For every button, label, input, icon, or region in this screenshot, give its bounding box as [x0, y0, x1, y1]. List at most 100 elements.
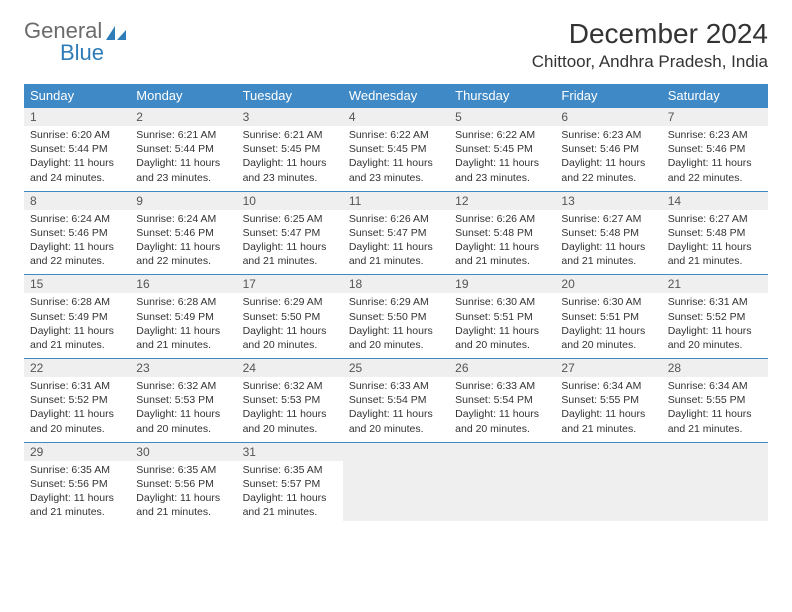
week-row: 29Sunrise: 6:35 AMSunset: 5:56 PMDayligh…: [24, 443, 768, 526]
day-cell: 9Sunrise: 6:24 AMSunset: 5:46 PMDaylight…: [130, 192, 236, 275]
sunset-line: Sunset: 5:50 PM: [349, 310, 443, 324]
day-number: 16: [130, 275, 236, 293]
week-row: 1Sunrise: 6:20 AMSunset: 5:44 PMDaylight…: [24, 108, 768, 192]
day-details: Sunrise: 6:26 AMSunset: 5:47 PMDaylight:…: [343, 210, 449, 275]
day-cell: [555, 443, 661, 526]
day-details: Sunrise: 6:34 AMSunset: 5:55 PMDaylight:…: [555, 377, 661, 442]
sunset-line: Sunset: 5:47 PM: [349, 226, 443, 240]
day-details: Sunrise: 6:28 AMSunset: 5:49 PMDaylight:…: [130, 293, 236, 358]
calendar-grid: SundayMondayTuesdayWednesdayThursdayFrid…: [24, 84, 768, 525]
sunrise-line: Sunrise: 6:31 AM: [30, 379, 124, 393]
day-details: Sunrise: 6:30 AMSunset: 5:51 PMDaylight:…: [449, 293, 555, 358]
day-number: 25: [343, 359, 449, 377]
title-block: December 2024 Chittoor, Andhra Pradesh, …: [532, 18, 768, 72]
day-number: 12: [449, 192, 555, 210]
sunrise-line: Sunrise: 6:28 AM: [30, 295, 124, 309]
sunset-line: Sunset: 5:48 PM: [668, 226, 762, 240]
daylight-line: Daylight: 11 hours and 21 minutes.: [561, 240, 655, 268]
daylight-line: Daylight: 11 hours and 20 minutes.: [349, 407, 443, 435]
day-cell: 17Sunrise: 6:29 AMSunset: 5:50 PMDayligh…: [237, 275, 343, 358]
day-details: Sunrise: 6:35 AMSunset: 5:56 PMDaylight:…: [130, 461, 236, 526]
sunset-line: Sunset: 5:46 PM: [136, 226, 230, 240]
day-cell: 22Sunrise: 6:31 AMSunset: 5:52 PMDayligh…: [24, 359, 130, 442]
calendar-page: GeneralBlue December 2024 Chittoor, Andh…: [0, 0, 792, 525]
day-number: 24: [237, 359, 343, 377]
day-cell: 28Sunrise: 6:34 AMSunset: 5:55 PMDayligh…: [662, 359, 768, 442]
logo: GeneralBlue: [24, 18, 128, 66]
daylight-line: Daylight: 11 hours and 20 minutes.: [243, 407, 337, 435]
daylight-line: Daylight: 11 hours and 20 minutes.: [455, 324, 549, 352]
day-details: Sunrise: 6:23 AMSunset: 5:46 PMDaylight:…: [662, 126, 768, 191]
sunrise-line: Sunrise: 6:23 AM: [561, 128, 655, 142]
day-cell: 27Sunrise: 6:34 AMSunset: 5:55 PMDayligh…: [555, 359, 661, 442]
daylight-line: Daylight: 11 hours and 23 minutes.: [243, 156, 337, 184]
daylight-line: Daylight: 11 hours and 21 minutes.: [136, 324, 230, 352]
day-details: Sunrise: 6:26 AMSunset: 5:48 PMDaylight:…: [449, 210, 555, 275]
day-details: Sunrise: 6:29 AMSunset: 5:50 PMDaylight:…: [237, 293, 343, 358]
sunset-line: Sunset: 5:51 PM: [561, 310, 655, 324]
day-number: 19: [449, 275, 555, 293]
day-number: 20: [555, 275, 661, 293]
day-cell: 15Sunrise: 6:28 AMSunset: 5:49 PMDayligh…: [24, 275, 130, 358]
daylight-line: Daylight: 11 hours and 22 minutes.: [30, 240, 124, 268]
sunset-line: Sunset: 5:48 PM: [561, 226, 655, 240]
sunset-line: Sunset: 5:56 PM: [136, 477, 230, 491]
sunset-line: Sunset: 5:52 PM: [668, 310, 762, 324]
location-subtitle: Chittoor, Andhra Pradesh, India: [532, 52, 768, 72]
daylight-line: Daylight: 11 hours and 21 minutes.: [668, 240, 762, 268]
sunset-line: Sunset: 5:54 PM: [455, 393, 549, 407]
day-number: 7: [662, 108, 768, 126]
day-number: 17: [237, 275, 343, 293]
day-details: Sunrise: 6:31 AMSunset: 5:52 PMDaylight:…: [24, 377, 130, 442]
weeks-container: 1Sunrise: 6:20 AMSunset: 5:44 PMDaylight…: [24, 108, 768, 525]
weekday-header: Monday: [130, 84, 236, 108]
day-cell: 13Sunrise: 6:27 AMSunset: 5:48 PMDayligh…: [555, 192, 661, 275]
day-cell: 29Sunrise: 6:35 AMSunset: 5:56 PMDayligh…: [24, 443, 130, 526]
sunset-line: Sunset: 5:57 PM: [243, 477, 337, 491]
sunrise-line: Sunrise: 6:22 AM: [349, 128, 443, 142]
day-details: Sunrise: 6:27 AMSunset: 5:48 PMDaylight:…: [662, 210, 768, 275]
day-number: 21: [662, 275, 768, 293]
day-cell: 6Sunrise: 6:23 AMSunset: 5:46 PMDaylight…: [555, 108, 661, 191]
sunset-line: Sunset: 5:54 PM: [349, 393, 443, 407]
sunset-line: Sunset: 5:53 PM: [243, 393, 337, 407]
sunrise-line: Sunrise: 6:32 AM: [243, 379, 337, 393]
sunset-line: Sunset: 5:56 PM: [30, 477, 124, 491]
daylight-line: Daylight: 11 hours and 22 minutes.: [668, 156, 762, 184]
day-cell: 21Sunrise: 6:31 AMSunset: 5:52 PMDayligh…: [662, 275, 768, 358]
sunset-line: Sunset: 5:50 PM: [243, 310, 337, 324]
daylight-line: Daylight: 11 hours and 23 minutes.: [349, 156, 443, 184]
day-details: Sunrise: 6:33 AMSunset: 5:54 PMDaylight:…: [343, 377, 449, 442]
sunset-line: Sunset: 5:46 PM: [561, 142, 655, 156]
day-number: 26: [449, 359, 555, 377]
day-cell: 3Sunrise: 6:21 AMSunset: 5:45 PMDaylight…: [237, 108, 343, 191]
sunrise-line: Sunrise: 6:29 AM: [349, 295, 443, 309]
sunrise-line: Sunrise: 6:27 AM: [561, 212, 655, 226]
day-cell: 18Sunrise: 6:29 AMSunset: 5:50 PMDayligh…: [343, 275, 449, 358]
day-details: Sunrise: 6:35 AMSunset: 5:56 PMDaylight:…: [24, 461, 130, 526]
daylight-line: Daylight: 11 hours and 20 minutes.: [455, 407, 549, 435]
sunrise-line: Sunrise: 6:22 AM: [455, 128, 549, 142]
day-cell: [449, 443, 555, 526]
weekday-header: Friday: [555, 84, 661, 108]
sunset-line: Sunset: 5:51 PM: [455, 310, 549, 324]
week-row: 15Sunrise: 6:28 AMSunset: 5:49 PMDayligh…: [24, 275, 768, 359]
day-details: Sunrise: 6:22 AMSunset: 5:45 PMDaylight:…: [449, 126, 555, 191]
sunset-line: Sunset: 5:53 PM: [136, 393, 230, 407]
sunset-line: Sunset: 5:55 PM: [561, 393, 655, 407]
day-details: Sunrise: 6:30 AMSunset: 5:51 PMDaylight:…: [555, 293, 661, 358]
sunrise-line: Sunrise: 6:30 AM: [455, 295, 549, 309]
sunrise-line: Sunrise: 6:26 AM: [349, 212, 443, 226]
day-number: 9: [130, 192, 236, 210]
daylight-line: Daylight: 11 hours and 21 minutes.: [136, 491, 230, 519]
day-number: 6: [555, 108, 661, 126]
sunset-line: Sunset: 5:46 PM: [30, 226, 124, 240]
sunrise-line: Sunrise: 6:31 AM: [668, 295, 762, 309]
day-number: 5: [449, 108, 555, 126]
sunrise-line: Sunrise: 6:33 AM: [349, 379, 443, 393]
sunrise-line: Sunrise: 6:34 AM: [561, 379, 655, 393]
day-cell: 31Sunrise: 6:35 AMSunset: 5:57 PMDayligh…: [237, 443, 343, 526]
daylight-line: Daylight: 11 hours and 21 minutes.: [349, 240, 443, 268]
day-cell: 23Sunrise: 6:32 AMSunset: 5:53 PMDayligh…: [130, 359, 236, 442]
sunrise-line: Sunrise: 6:23 AM: [668, 128, 762, 142]
